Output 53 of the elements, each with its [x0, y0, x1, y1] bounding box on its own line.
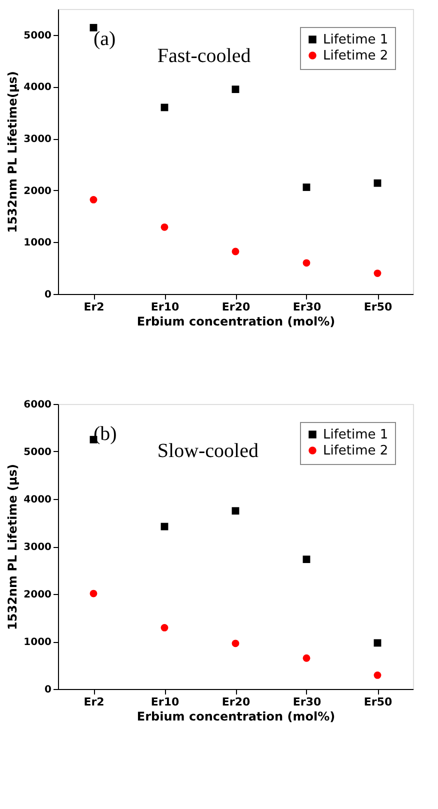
annotation: Slow-cooled: [157, 440, 258, 462]
point: [374, 179, 382, 187]
x-tick-label: Er10: [150, 696, 180, 708]
y-tick-label: 0: [44, 290, 52, 300]
x-axis-title: Erbium concentration (mol%): [136, 710, 336, 724]
point: [232, 640, 240, 648]
y-tick-label: 5000: [24, 30, 52, 42]
annotation: Fast-cooled: [157, 45, 251, 68]
y-axis-title: 1532nm PL Lifetime(μs): [6, 71, 20, 233]
point: [160, 104, 168, 112]
x-axis-title: Erbium concentration (mol%): [136, 314, 336, 328]
point: [90, 24, 98, 32]
point: [232, 507, 240, 515]
point: [90, 196, 98, 204]
point: [232, 86, 240, 94]
y-tick-label: 1000: [24, 637, 52, 648]
y-tick-label: 3000: [24, 134, 52, 146]
y-tick-label: 2000: [24, 590, 52, 600]
y-tick-label: 0: [44, 684, 52, 696]
point: [374, 639, 382, 647]
x-tick-label: Er2: [84, 300, 104, 314]
x-tick-label: Er50: [364, 696, 392, 708]
y-tick-label: 5000: [24, 447, 52, 458]
point: [160, 522, 168, 530]
y-tick-label: 1000: [24, 238, 52, 249]
point: [302, 184, 310, 191]
point: [302, 259, 310, 267]
y-tick-label: 6000: [24, 400, 52, 410]
point: [374, 672, 382, 679]
x-tick-label: Er10: [150, 300, 180, 314]
legend-label: Lifetime 1: [323, 428, 388, 442]
y-tick-label: 2000: [24, 186, 52, 197]
point: [160, 624, 168, 632]
y-tick-label: 4000: [24, 82, 52, 94]
x-tick-label: Er20: [222, 696, 250, 708]
point: [160, 223, 168, 231]
point: [232, 248, 240, 256]
legend-label: Lifetime 2: [323, 48, 388, 64]
y-tick-label: 3000: [24, 542, 52, 553]
point: [302, 556, 310, 564]
x-tick-label: Er30: [292, 300, 322, 314]
x-tick-label: Er30: [292, 696, 322, 708]
x-tick-label: Er50: [364, 300, 392, 314]
point: [374, 270, 382, 277]
point: [90, 590, 98, 598]
legend-label: Lifetime 1: [323, 32, 388, 48]
y-tick-label: 4000: [24, 494, 52, 506]
y-axis-title: 1532nm PL Lifetime (μs): [6, 464, 20, 630]
x-tick-label: Er20: [222, 300, 250, 314]
point: [302, 654, 310, 662]
annotation: (a): [94, 28, 116, 50]
x-tick-label: Er2: [84, 696, 104, 708]
legend-label: Lifetime 2: [323, 444, 388, 458]
